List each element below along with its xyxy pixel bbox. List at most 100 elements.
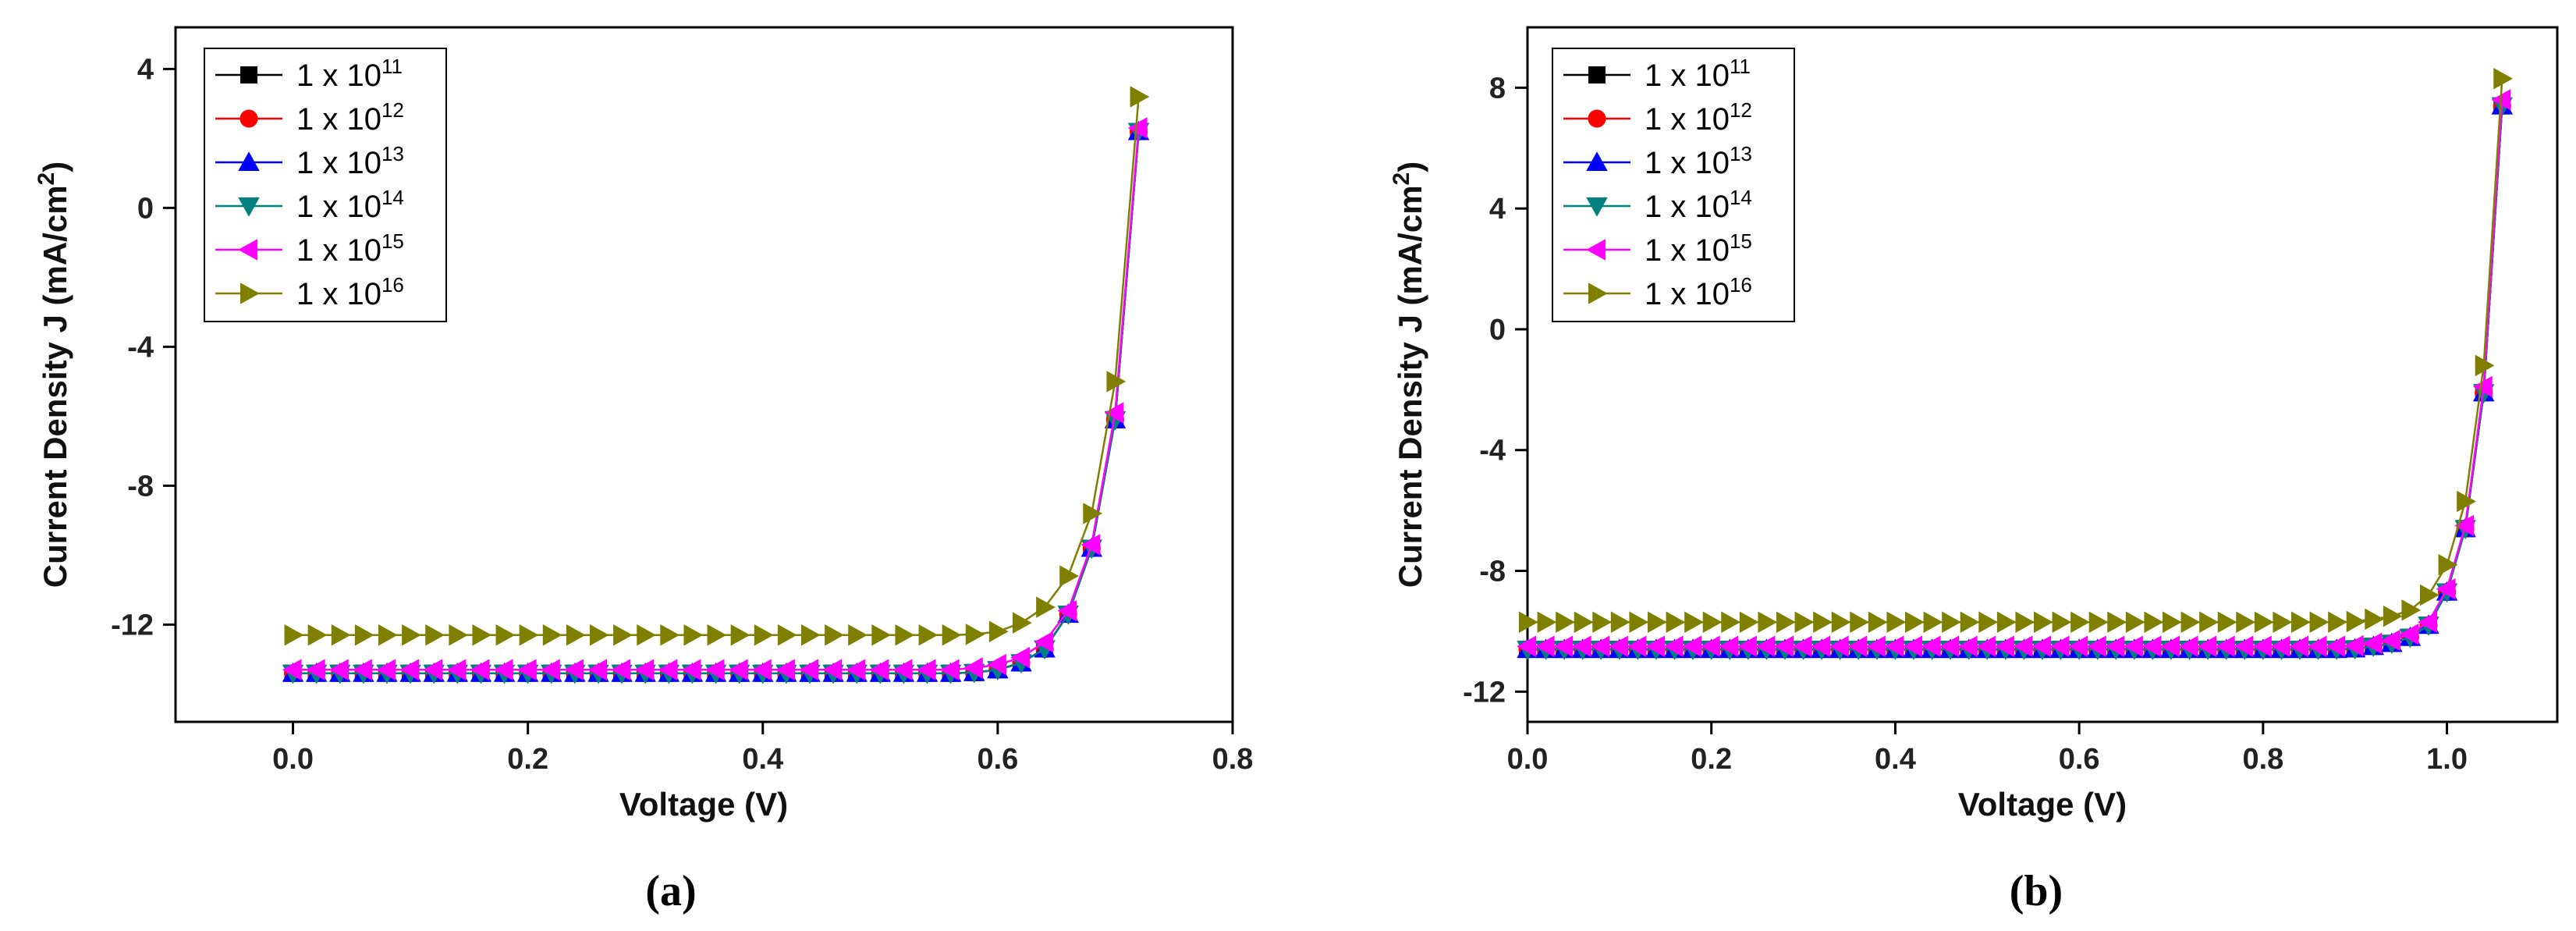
- x-axis-label: Voltage (V): [1958, 786, 2127, 823]
- data-point: [1553, 635, 1574, 658]
- legend-entry: 1 x 1016: [215, 273, 404, 311]
- data-point: [2307, 635, 2327, 658]
- series-group: [282, 86, 1150, 684]
- data-point: [590, 624, 609, 646]
- data-point: [1036, 596, 1056, 618]
- data-point: [1850, 611, 1870, 634]
- data-point: [939, 659, 960, 680]
- legend-label: 1 x 1012: [296, 98, 404, 137]
- data-point: [2383, 605, 2403, 627]
- data-point: [2199, 611, 2219, 634]
- data-point: [472, 624, 492, 646]
- legend-label: 1 x 1013: [296, 142, 404, 180]
- y-tick-label: 0: [1489, 314, 1506, 346]
- x-tick-label: 0.8: [1212, 743, 1254, 776]
- data-point: [799, 659, 818, 680]
- data-point: [1776, 611, 1796, 634]
- legend-box: [204, 48, 447, 322]
- data-point: [1010, 646, 1030, 669]
- data-point: [1537, 611, 1557, 634]
- data-point: [1739, 611, 1759, 634]
- legend-entry: 1 x 1011: [1563, 55, 1751, 93]
- data-point: [2125, 611, 2145, 634]
- data-point: [1866, 635, 1886, 658]
- data-point: [988, 620, 1009, 643]
- y-tick-label: -12: [1463, 676, 1506, 709]
- legend-marker: [238, 239, 257, 261]
- data-point: [1829, 635, 1849, 658]
- data-point: [2326, 635, 2346, 658]
- legend-marker: [240, 109, 258, 128]
- caption-a: (a): [645, 867, 696, 915]
- data-point: [519, 624, 539, 646]
- data-point: [1794, 611, 1815, 634]
- data-point: [2381, 629, 2400, 652]
- data-point: [2254, 611, 2274, 634]
- x-tick-label: 0.0: [1507, 743, 1549, 776]
- legend-entry: 1 x 1013: [215, 142, 404, 180]
- legend-label: 1 x 1014: [1645, 186, 1752, 224]
- data-point: [707, 624, 727, 646]
- legend-entry: 1 x 1012: [215, 98, 404, 137]
- data-point: [1610, 611, 1630, 634]
- series-1e16: [1519, 68, 2514, 634]
- data-point: [754, 624, 774, 646]
- data-point: [1884, 635, 1904, 658]
- data-point: [1737, 635, 1757, 658]
- data-point: [2124, 635, 2143, 658]
- data-point: [963, 657, 983, 679]
- data-point: [376, 659, 396, 680]
- data-point: [681, 659, 701, 680]
- data-point: [1847, 635, 1868, 658]
- data-point: [329, 659, 349, 680]
- legend-marker: [1586, 239, 1606, 261]
- data-point: [871, 624, 892, 646]
- data-point: [1627, 635, 1647, 658]
- data-point: [2031, 635, 2051, 658]
- data-point: [1609, 635, 1628, 658]
- data-point: [2070, 611, 2090, 634]
- legend-label: 1 x 1011: [296, 55, 403, 93]
- legend-entry: 1 x 1013: [1563, 142, 1752, 180]
- data-point: [1571, 635, 1591, 658]
- data-point: [1792, 635, 1812, 658]
- data-point: [402, 624, 421, 646]
- data-point: [637, 624, 656, 646]
- data-point: [801, 624, 821, 646]
- legend: 1 x 1011 1 x 1012 1 x 1013 1 x 1014 1 x 1015…: [1552, 48, 1795, 322]
- data-point: [2180, 611, 2201, 634]
- data-point: [1083, 503, 1103, 524]
- y-tick-label: -8: [127, 470, 154, 503]
- plot-frame: [174, 26, 1234, 723]
- data-point: [305, 659, 325, 680]
- data-point: [1700, 635, 1720, 658]
- data-point: [2436, 577, 2456, 600]
- data-point: [1939, 635, 1960, 658]
- series-1e16: [284, 86, 1150, 646]
- data-point: [634, 659, 655, 680]
- legend-label: 1 x 1014: [296, 186, 404, 224]
- data-point: [2217, 611, 2237, 634]
- data-point: [2252, 635, 2272, 658]
- data-point: [848, 624, 868, 646]
- data-point: [1755, 635, 1776, 658]
- data-point: [423, 659, 443, 680]
- data-point: [1104, 402, 1124, 424]
- data-point: [965, 624, 985, 645]
- data-point: [2160, 635, 2180, 658]
- data-point: [542, 624, 562, 646]
- legend-marker: [1586, 197, 1608, 217]
- legend-entry: 1 x 1015: [215, 229, 404, 268]
- data-point: [331, 624, 351, 646]
- data-point: [1106, 371, 1127, 393]
- legend-marker: [240, 66, 257, 84]
- data-point: [2107, 611, 2127, 634]
- legend-entry: 1 x 1012: [1563, 98, 1752, 137]
- data-point: [1774, 635, 1794, 658]
- data-point: [541, 659, 560, 680]
- data-point: [2236, 611, 2256, 634]
- data-point: [1535, 635, 1555, 658]
- x-tick-label: 1.0: [2426, 743, 2468, 776]
